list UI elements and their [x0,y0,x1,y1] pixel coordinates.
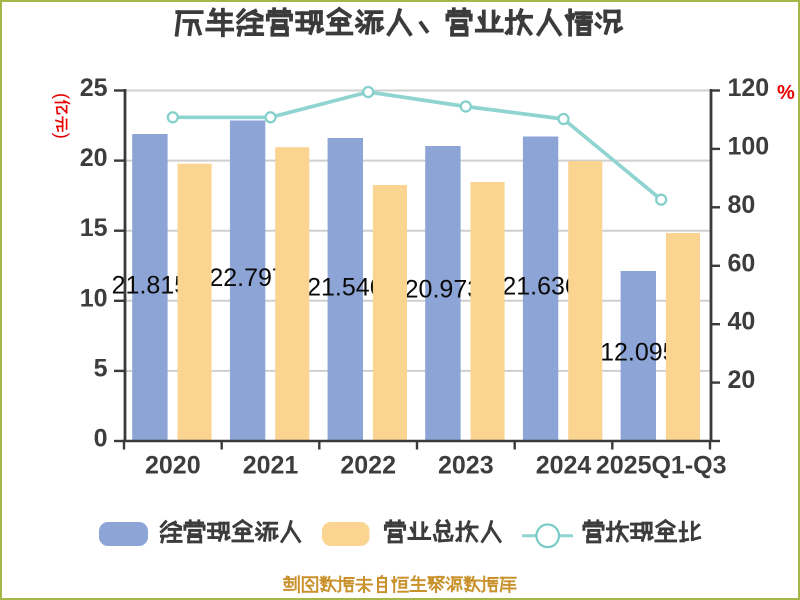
svg-text:20: 20 [728,366,756,394]
svg-text:40: 40 [728,308,756,336]
svg-text:21.815: 21.815 [112,272,188,300]
svg-text:20.973: 20.973 [405,276,481,304]
svg-text:2022: 2022 [340,452,396,480]
svg-text:80: 80 [728,191,756,219]
svg-text:21.636: 21.636 [502,273,578,301]
svg-text:(: ( [52,93,72,99]
svg-text:%: % [777,82,795,104]
svg-text:22.797: 22.797 [209,264,285,292]
svg-text:21.546: 21.546 [307,274,383,302]
svg-text:20: 20 [80,144,108,172]
svg-text:15: 15 [80,214,108,242]
svg-text:2021: 2021 [243,452,299,480]
svg-text:2025Q1-Q3: 2025Q1-Q3 [596,452,727,480]
svg-text:2020: 2020 [145,452,201,480]
svg-text:0: 0 [94,425,108,453]
svg-text:10: 10 [80,284,108,312]
svg-text:): ) [52,133,72,139]
svg-text:5: 5 [94,354,108,382]
svg-text:120: 120 [728,74,770,102]
svg-text:25: 25 [80,74,108,102]
svg-text:60: 60 [728,249,756,277]
svg-text:100: 100 [728,132,770,160]
svg-text:2024: 2024 [536,452,592,480]
svg-text:12.095: 12.095 [600,338,676,366]
svg-text:2023: 2023 [438,452,494,480]
